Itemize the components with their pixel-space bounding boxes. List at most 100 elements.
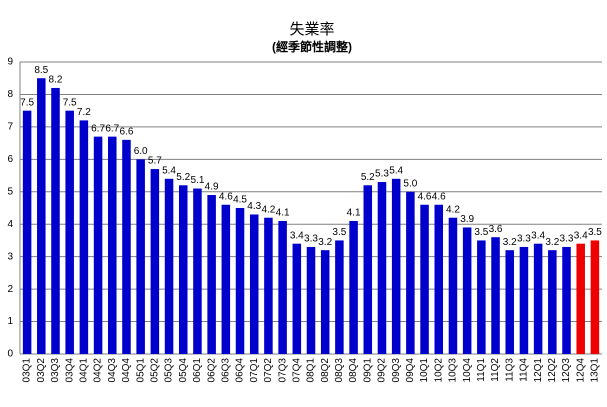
value-label: 3.2 xyxy=(503,237,517,248)
x-tick-label: 05Q3 xyxy=(164,358,175,383)
x-tick-label: 06Q1 xyxy=(192,358,203,383)
value-label: 4.2 xyxy=(261,204,275,215)
value-label: 5.2 xyxy=(176,172,190,183)
value-label: 3.3 xyxy=(560,234,574,245)
bar xyxy=(519,246,529,354)
x-tick-label: 04Q3 xyxy=(107,358,118,383)
value-label: 3.3 xyxy=(304,234,318,245)
value-label: 5.3 xyxy=(375,169,389,180)
x-tick-label: 07Q3 xyxy=(277,358,288,383)
x-tick-label: 10Q2 xyxy=(433,358,444,383)
x-tick-label: 08Q3 xyxy=(334,358,345,383)
bar xyxy=(37,78,46,354)
x-tick-label: 03Q1 xyxy=(22,358,33,383)
y-tick-label: 3 xyxy=(7,251,13,262)
bar xyxy=(178,185,188,354)
x-tick-label: 05Q4 xyxy=(178,358,189,383)
bar xyxy=(576,243,585,354)
bar xyxy=(235,208,245,354)
bar xyxy=(221,204,231,354)
x-tick-label: 07Q2 xyxy=(263,358,274,383)
value-label: 5.4 xyxy=(162,165,176,176)
x-tick-label: 09Q4 xyxy=(405,358,416,383)
value-label: 4.3 xyxy=(247,201,261,212)
y-tick-label: 4 xyxy=(7,219,13,230)
bar xyxy=(477,240,486,354)
bar xyxy=(65,110,74,355)
x-tick-label: 04Q2 xyxy=(93,358,104,383)
bar xyxy=(406,191,415,354)
x-tick-label: 13Q1 xyxy=(590,358,601,383)
y-tick-label: 1 xyxy=(7,316,13,327)
value-label: 8.2 xyxy=(49,75,63,86)
y-tick-label: 9 xyxy=(7,57,13,68)
bar xyxy=(363,185,373,354)
x-tick-label: 05Q1 xyxy=(135,358,146,383)
value-label: 6.0 xyxy=(134,146,148,157)
y-tick-label: 2 xyxy=(7,284,13,295)
value-label: 3.9 xyxy=(460,214,474,225)
bar xyxy=(533,243,543,354)
x-tick-label: 08Q4 xyxy=(348,358,359,383)
bar xyxy=(548,250,557,354)
bar xyxy=(22,110,32,355)
bar xyxy=(108,136,117,354)
x-tick-label: 07Q4 xyxy=(291,358,302,383)
value-label: 6.7 xyxy=(105,123,119,134)
value-label: 5.7 xyxy=(148,156,162,167)
bar xyxy=(505,250,514,354)
value-label: 5.2 xyxy=(361,172,375,183)
value-label: 4.2 xyxy=(446,204,460,215)
x-tick-label: 04Q1 xyxy=(79,358,90,383)
bar xyxy=(264,217,273,354)
x-tick-label: 10Q1 xyxy=(419,358,430,383)
value-label: 4.1 xyxy=(347,208,361,219)
y-tick-label: 8 xyxy=(7,89,13,100)
x-tick-label: 12Q1 xyxy=(533,358,544,383)
x-tick-label: 10Q3 xyxy=(448,358,459,383)
x-tick-label: 11Q3 xyxy=(504,358,515,382)
value-label: 7.5 xyxy=(20,97,34,108)
value-label: 4.6 xyxy=(219,191,233,202)
x-tick-label: 09Q1 xyxy=(362,358,373,383)
x-tick-label: 05Q2 xyxy=(149,358,160,383)
value-label: 3.2 xyxy=(545,237,559,248)
bar xyxy=(491,237,500,354)
value-label: 7.5 xyxy=(63,97,77,108)
bar xyxy=(448,217,458,354)
value-label: 3.4 xyxy=(290,230,304,241)
value-label: 4.5 xyxy=(233,195,247,206)
value-label: 3.5 xyxy=(474,227,488,238)
x-tick-label: 12Q4 xyxy=(575,358,586,383)
x-tick-label: 03Q2 xyxy=(36,358,47,383)
y-tick-label: 5 xyxy=(7,186,13,197)
bar xyxy=(278,220,287,354)
bar xyxy=(51,87,60,354)
x-tick-label: 06Q3 xyxy=(220,358,231,383)
bar xyxy=(420,204,429,354)
value-label: 5.0 xyxy=(403,178,417,189)
bar xyxy=(150,169,160,354)
bar xyxy=(193,188,202,354)
x-tick-label: 10Q4 xyxy=(462,358,473,383)
value-label: 4.1 xyxy=(276,208,290,219)
x-tick-label: 11Q1 xyxy=(476,358,487,382)
x-tick-label: 08Q2 xyxy=(320,358,331,383)
bar xyxy=(249,214,259,354)
x-tick-label: 11Q4 xyxy=(519,358,530,382)
y-tick-label: 7 xyxy=(7,122,13,133)
bar xyxy=(391,178,401,354)
value-label: 3.2 xyxy=(318,237,332,248)
x-tick-label: 04Q4 xyxy=(121,358,132,383)
value-label: 3.5 xyxy=(588,227,602,238)
value-label: 3.5 xyxy=(332,227,346,238)
bar xyxy=(434,204,444,354)
bar xyxy=(122,139,131,354)
x-tick-label: 03Q3 xyxy=(50,358,61,383)
value-label: 8.5 xyxy=(34,65,48,76)
x-tick-label: 07Q1 xyxy=(249,358,260,383)
bar xyxy=(377,182,387,354)
bar xyxy=(462,227,472,354)
value-label: 3.6 xyxy=(489,224,503,235)
